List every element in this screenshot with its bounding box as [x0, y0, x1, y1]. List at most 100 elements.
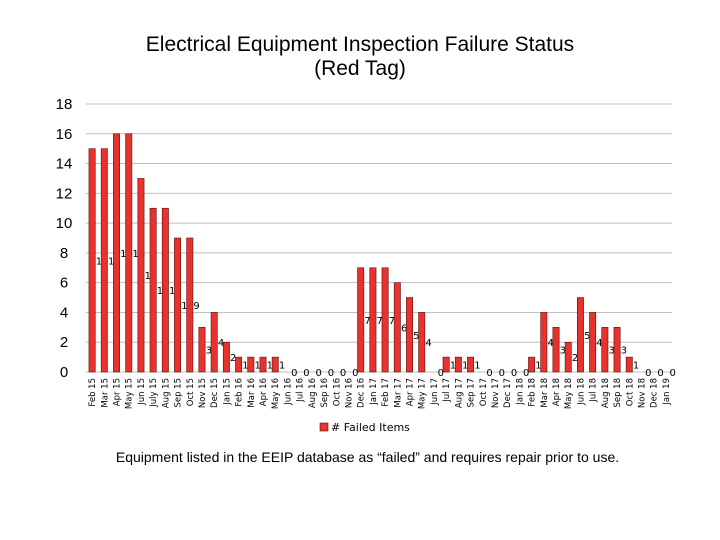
- x-tick-label: Jun 15: [137, 378, 147, 406]
- x-tick-label: Apr 16: [259, 378, 269, 406]
- y-tick-label: 10: [56, 215, 73, 232]
- data-label: 1: [474, 361, 480, 372]
- data-label: 4: [547, 338, 553, 349]
- bar: [259, 356, 267, 373]
- bar: [247, 356, 255, 373]
- bar: [113, 133, 120, 373]
- bar: [88, 148, 96, 373]
- x-tick-label: Sep 15: [174, 378, 184, 408]
- x-tick-label: Mar 17: [393, 378, 403, 408]
- x-tick-label: Jan 15: [222, 378, 232, 406]
- chart-title-line-2: (Red Tag): [314, 57, 406, 80]
- bar: [381, 267, 389, 373]
- chart-title-line-1: Electrical Equipment Inspection Failure …: [145, 33, 575, 56]
- data-label: 1: [450, 361, 456, 372]
- x-tick-label: Nov 17: [491, 378, 501, 408]
- y-tick-label: 4: [60, 304, 68, 321]
- x-tick-label: Feb 15: [88, 378, 98, 407]
- bar: [406, 297, 413, 373]
- x-tick-label: Aug 18: [601, 378, 611, 408]
- x-tick-label: Dec 16: [357, 378, 367, 408]
- bar: [125, 133, 133, 373]
- data-label: 0: [511, 368, 517, 379]
- data-label: 0: [291, 368, 297, 379]
- data-label: 1: [535, 361, 541, 372]
- data-label: 3: [609, 346, 615, 357]
- y-tick-label: 18: [56, 96, 73, 113]
- x-tick-label: Feb 16: [235, 378, 245, 407]
- x-tick-label: Jul 17: [442, 378, 452, 403]
- x-tick-label: Apr 17: [406, 378, 416, 406]
- x-tick-label: Jan 17: [369, 378, 379, 406]
- x-tick-label: Mar 15: [100, 378, 110, 408]
- x-tick-label: Nov 15: [198, 378, 208, 408]
- chart-title: Electrical Equipment Inspection Failure …: [0, 33, 720, 81]
- bar: [393, 282, 401, 373]
- x-tick-label: Sep 16: [320, 378, 330, 408]
- x-tick-label: Oct 17: [479, 378, 489, 406]
- x-tick-label: May 16: [271, 378, 281, 409]
- y-tick-label: 0: [60, 364, 68, 381]
- legend-swatch: [319, 422, 329, 432]
- x-tick-label: Feb 17: [381, 378, 391, 407]
- x-tick-label: Dec 15: [210, 378, 220, 408]
- data-label: 0: [328, 368, 334, 379]
- bar: [161, 207, 169, 373]
- data-label: 3: [206, 346, 212, 357]
- data-label: 4: [596, 338, 602, 349]
- x-tick-label: Mar 16: [247, 378, 257, 408]
- x-tick-label: Jun 17: [430, 378, 440, 406]
- data-label: 1: [633, 361, 639, 372]
- data-label: 0: [499, 368, 505, 379]
- data-label: 1: [242, 361, 248, 372]
- data-label: 0: [340, 368, 346, 379]
- x-tick-label: Feb 18: [528, 378, 538, 407]
- x-tick-label: May 18: [564, 378, 574, 409]
- data-label: 1: [254, 361, 260, 372]
- bar: [625, 356, 633, 373]
- bar: [210, 312, 218, 373]
- x-tick-label: Aug 15: [161, 378, 171, 408]
- x-tick-label: Jul 18: [589, 378, 599, 403]
- data-label: 9: [193, 301, 199, 312]
- bar: [454, 356, 462, 373]
- bar: [576, 297, 584, 373]
- data-label: 2: [230, 353, 236, 364]
- data-label: 0: [486, 368, 492, 379]
- x-tick-label: Apr 15: [113, 378, 123, 406]
- bar: [418, 312, 426, 373]
- x-tick-label: Sep 18: [613, 378, 623, 408]
- data-label: 0: [303, 368, 309, 379]
- x-tick-label: Nov 18: [637, 378, 647, 408]
- y-tick-label: 8: [60, 245, 68, 262]
- bar: [100, 148, 108, 373]
- bar: [357, 267, 365, 373]
- data-label: 1: [181, 301, 187, 312]
- data-label: 1: [267, 361, 273, 372]
- data-label: 4: [218, 338, 224, 349]
- data-label: 0: [316, 368, 322, 379]
- y-tick-label: 16: [56, 126, 73, 143]
- data-label: 0: [645, 368, 651, 379]
- bar: [613, 327, 621, 373]
- bar: [552, 327, 560, 373]
- bar: [442, 356, 450, 373]
- data-label: 4: [425, 338, 431, 349]
- data-label: 7: [364, 316, 370, 327]
- data-label: 0: [670, 368, 676, 379]
- x-tick-label: Aug 17: [454, 378, 464, 408]
- bar: [601, 327, 609, 373]
- data-label: 0: [523, 368, 529, 379]
- y-tick-label: 14: [56, 156, 73, 173]
- x-tick-label: Oct 16: [332, 378, 342, 406]
- data-label: 2: [572, 353, 578, 364]
- bar: [528, 356, 536, 373]
- x-tick-label: Oct 18: [625, 378, 635, 406]
- x-tick-label: Mar 18: [540, 378, 550, 408]
- bar: [174, 237, 182, 373]
- x-tick-label: Jun 18: [576, 378, 586, 406]
- data-label: 1: [462, 361, 468, 372]
- x-tick-label: Jun 16: [283, 378, 293, 406]
- data-label: 1: [157, 286, 163, 297]
